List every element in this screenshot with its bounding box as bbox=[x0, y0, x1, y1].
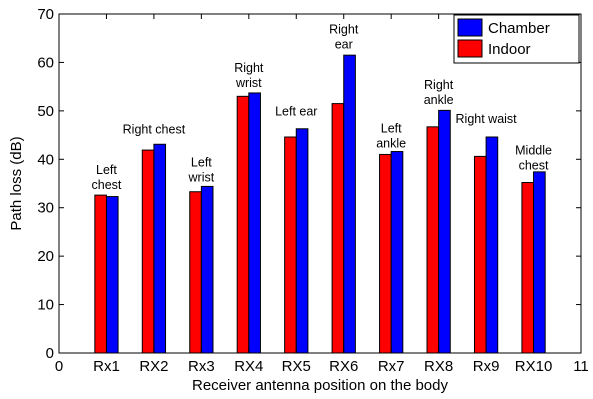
x-tick-label: RX6 bbox=[329, 358, 358, 375]
legend-swatch-indoor bbox=[457, 39, 483, 58]
bar-indoor-8 bbox=[426, 126, 440, 354]
bar-annotation: Left wrist bbox=[188, 156, 215, 185]
annotation-line: ear bbox=[335, 37, 353, 51]
annotation-line: chest bbox=[92, 178, 122, 192]
bar-chamber-7 bbox=[390, 151, 404, 354]
bar-indoor-4 bbox=[236, 95, 250, 354]
annotation-line: ankle bbox=[424, 93, 454, 107]
bar-indoor-9 bbox=[473, 155, 487, 354]
bar-annotation: Right chest bbox=[123, 123, 186, 137]
legend-swatch-chamber bbox=[457, 18, 483, 37]
annotation-line: wrist bbox=[235, 76, 262, 90]
bar-indoor-2 bbox=[141, 149, 155, 354]
x-tick-label: 0 bbox=[55, 358, 63, 375]
bars-group bbox=[94, 54, 546, 354]
annotation-line: Right waist bbox=[456, 112, 518, 126]
bar-annotation: Right ankle bbox=[424, 78, 454, 107]
y-tick-label: 0 bbox=[46, 345, 54, 362]
x-tick-label: Rx7 bbox=[378, 358, 405, 375]
annotation-line: Right bbox=[234, 61, 264, 75]
bar-chamber-4 bbox=[248, 92, 261, 354]
bar-annotation: Right ear bbox=[329, 22, 359, 51]
annotation-line: Right bbox=[329, 22, 359, 36]
ticks-group: 0 Rx1 RX2 Rx3 RX4 RX5 RX6 Rx7 RX8 Rx9 RX10 11 0 10 20 3… bbox=[37, 6, 588, 375]
y-tick-label: 40 bbox=[37, 151, 54, 168]
legend-label-chamber: Chamber bbox=[488, 20, 550, 37]
plot-area-frame bbox=[58, 13, 582, 354]
bar-indoor-7 bbox=[379, 153, 392, 354]
annotation-line: Left bbox=[96, 163, 117, 177]
y-tick-label: 70 bbox=[37, 6, 54, 23]
bar-indoor-3 bbox=[189, 191, 202, 354]
y-tick-label: 50 bbox=[37, 103, 54, 120]
annotation-line: Left ear bbox=[275, 105, 317, 119]
bar-indoor-5 bbox=[284, 136, 297, 354]
bar-chamber-6 bbox=[343, 54, 356, 354]
bar-chamber-10 bbox=[533, 171, 546, 354]
bar-chamber-2 bbox=[153, 143, 167, 354]
bar-annotation: Right waist bbox=[456, 112, 518, 126]
annotation-line: Middle bbox=[515, 143, 552, 157]
bar-annotation: Right wrist bbox=[234, 61, 264, 90]
y-axis-label: Path loss (dB) bbox=[8, 136, 25, 230]
bar-annotation: Left ankle bbox=[376, 122, 406, 151]
x-tick-label: RX5 bbox=[282, 358, 311, 375]
legend: Chamber Indoor bbox=[453, 14, 580, 64]
bar-chamber-3 bbox=[200, 185, 214, 354]
bar-annotation: Middle chest bbox=[515, 143, 552, 172]
y-tick-label: 10 bbox=[37, 297, 54, 314]
y-tick-label: 60 bbox=[37, 54, 54, 71]
bar-chamber-8 bbox=[438, 109, 451, 354]
annotation-line: Right bbox=[424, 78, 454, 92]
bar-chamber-5 bbox=[295, 128, 309, 354]
x-tick-label: Rx3 bbox=[188, 358, 215, 375]
annotation-line: Right chest bbox=[123, 123, 186, 137]
x-tick-label: RX8 bbox=[424, 358, 453, 375]
bar-indoor-6 bbox=[331, 103, 345, 354]
x-tick-label: Rx9 bbox=[473, 358, 500, 375]
x-tick-label: RX4 bbox=[234, 358, 263, 375]
annotation-line: Left bbox=[191, 156, 212, 170]
x-tick-label: Rx1 bbox=[93, 358, 120, 375]
x-axis-label: Receiver antenna position on the body bbox=[192, 377, 449, 394]
bar-indoor-10 bbox=[521, 182, 535, 354]
annotation-line: chest bbox=[519, 158, 549, 172]
x-tick-label: 11 bbox=[573, 358, 589, 375]
annotation-line: ankle bbox=[376, 137, 406, 151]
annotation-line: wrist bbox=[188, 171, 215, 185]
bar-annotation: Left ear bbox=[275, 105, 317, 119]
bar-indoor-1 bbox=[94, 194, 107, 354]
y-tick-label: 30 bbox=[37, 200, 54, 217]
x-tick-label: RX2 bbox=[139, 358, 168, 375]
bar-chamber-1 bbox=[105, 196, 119, 354]
x-tick-label: RX10 bbox=[515, 358, 553, 375]
bar-chamber-9 bbox=[485, 136, 499, 354]
bar-annotation: Left chest bbox=[92, 163, 122, 192]
y-tick-label: 20 bbox=[37, 248, 54, 265]
legend-label-indoor: Indoor bbox=[488, 41, 531, 58]
annotation-line: Left bbox=[381, 122, 402, 136]
